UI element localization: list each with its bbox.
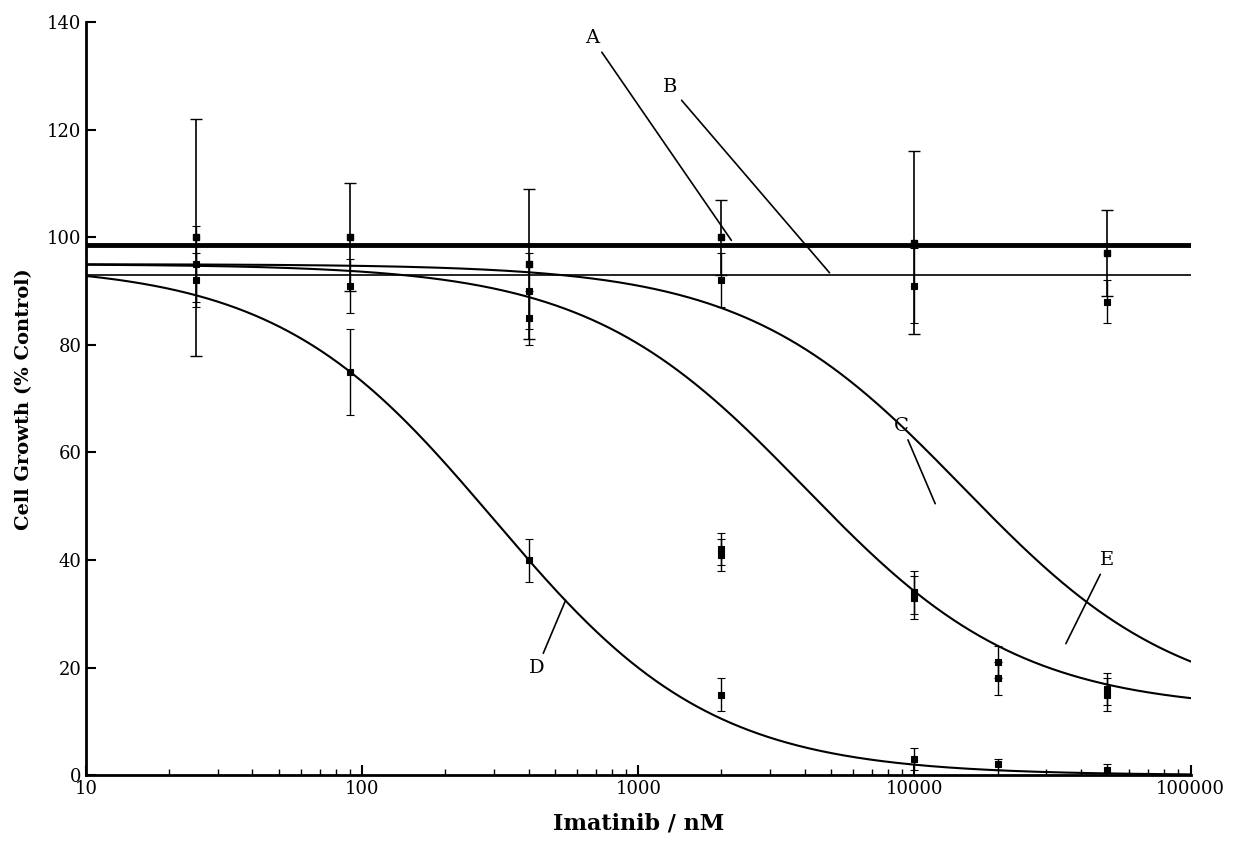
Text: D: D xyxy=(529,600,565,677)
X-axis label: Imatinib / nM: Imatinib / nM xyxy=(553,812,724,834)
Text: A: A xyxy=(585,29,732,240)
Text: C: C xyxy=(894,417,935,503)
Y-axis label: Cell Growth (% Control): Cell Growth (% Control) xyxy=(15,267,33,530)
Text: B: B xyxy=(662,77,830,273)
Text: E: E xyxy=(1066,551,1115,644)
